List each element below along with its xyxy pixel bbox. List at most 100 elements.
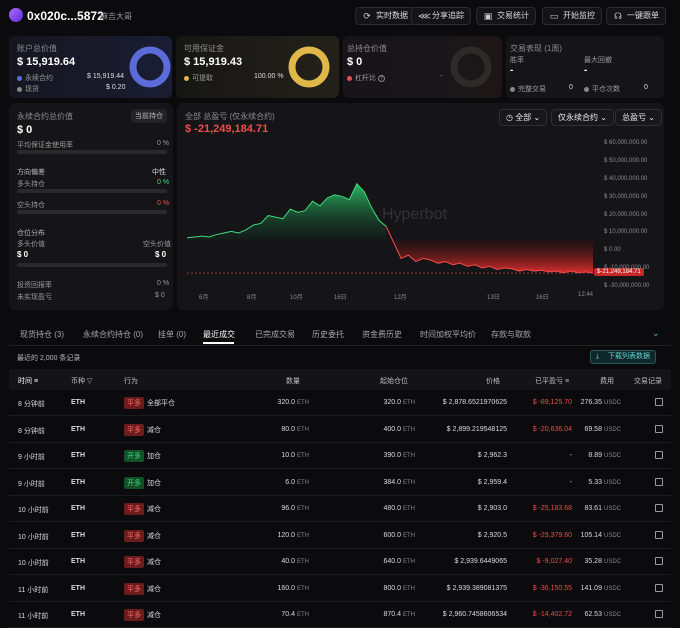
cell-coin[interactable]: ETH (71, 425, 85, 433)
cell-coin[interactable]: ETH (71, 611, 85, 618)
short-val-label: 空头价值 (143, 241, 171, 248)
positive-pnl-line (186, 182, 387, 239)
avatar (9, 8, 23, 22)
cell-start: 390.0 ETH (383, 452, 415, 459)
account-value: $ 15,919.64 (17, 56, 76, 68)
range-dropdown[interactable]: ◷ 全部 ⌄ (499, 109, 548, 126)
tab-spot[interactable]: 现货持仓 (3) (20, 330, 64, 339)
pnl-chart-panel: 全部 总盈亏 (仅永续合约) $ -21,249,184.71 (177, 103, 664, 310)
cell-pnl: $ -29,379.60 (532, 531, 572, 539)
table-row[interactable]: 9 小时前 ETH 开多 加仓 10.0 ETH 390.0 ETH $ 2,962.3 - 8.8… (9, 443, 671, 469)
table-row[interactable]: 10 小时前 ETH 平多 减仓 96.0 ETH 480.0 ETH $ 2,903.0 $ -… (9, 496, 671, 522)
position-card: 总持仓价值 $ 0 杠杆比 ? - (343, 36, 502, 98)
x-tick-label: 16日 (536, 295, 549, 301)
external-link-icon[interactable] (655, 504, 663, 512)
col-pnl[interactable]: 已平盈亏 ≡ (535, 378, 570, 385)
tab-history[interactable]: 历史委托 (312, 330, 344, 339)
table-row[interactable]: 9 小时前 ETH 开多 加仓 6.0 ETH 384.0 ETH $ 2,959.4 - 5.33… (9, 470, 671, 496)
cell-price: $ 2,903.0 (477, 505, 507, 512)
cell-pnl: $ -9,027.40 (536, 558, 572, 565)
card-title: 总持仓价值 (347, 44, 387, 53)
external-link-icon[interactable] (655, 530, 663, 539)
realtime-data-button[interactable]: ⟳ 实时数据 (355, 7, 415, 25)
x-tick-label: 16日 (334, 295, 347, 301)
dist-label: 仓位分布 (17, 230, 45, 237)
filter-icon[interactable]: ≡ (564, 378, 570, 385)
external-link-icon[interactable] (655, 557, 663, 565)
cell-coin[interactable]: ETH (71, 399, 85, 406)
cell-action: 平多 减仓 (124, 582, 161, 595)
cell-coin[interactable]: ETH (71, 478, 85, 486)
col-coin[interactable]: 币种 ▽ (71, 378, 93, 385)
side-tag: 开多 (124, 476, 144, 489)
closed-value: 0 (569, 84, 573, 91)
info-icon[interactable]: ? (377, 75, 385, 82)
table-row[interactable]: 11 小时前 ETH 平多 减仓 70.4 ETH 870.4 ETH $ 2,960.7458… (9, 602, 671, 628)
y-tick-label: $ 50,000,000.00 (604, 157, 648, 164)
long-bar (17, 189, 167, 193)
account-donut-chart (129, 46, 171, 88)
account-value-card: 账户总价值 $ 15,919.64 永续合约 $ 15,919.44 现货 $ … (9, 36, 172, 98)
col-qty: 数量 (286, 378, 300, 385)
tab-deposits[interactable]: 存款与取款 (491, 330, 531, 339)
margin-value: $ 15,919.43 (184, 56, 243, 68)
tab-funding[interactable]: 资金费历史 (362, 330, 402, 339)
chevron-down-icon[interactable]: ⌄ (652, 328, 660, 338)
cell-action: 开多 加仓 (124, 450, 161, 462)
wallet-address[interactable]: 0x020c...5872 (27, 9, 104, 23)
trade-stats-button[interactable]: ▣ 交易统计 (476, 7, 536, 25)
external-link-icon[interactable] (655, 451, 663, 459)
copy-trade-button[interactable]: ☊ 一键跟单 (606, 7, 666, 25)
current-position-badge[interactable]: 当前持仓 (131, 109, 167, 123)
cell-coin[interactable]: ETH (71, 584, 85, 592)
chart-pnl-value: $ -21,249,184.71 (185, 123, 269, 135)
flat-value: 0 (644, 84, 648, 91)
flat-legend: 平仓次数 (584, 84, 620, 94)
cell-pnl: $ -89,125.70 (532, 399, 572, 406)
external-link-icon[interactable] (655, 424, 663, 433)
header: 0x020c...5872 麻吉大哥 ⟳ 实时数据 ⋘ 分享追踪 ▣ 交易统计 ▭ 开始… (0, 0, 680, 32)
filter-icon[interactable]: ≡ (33, 378, 39, 385)
cell-coin[interactable]: ETH (71, 531, 85, 539)
pnl-area-chart: Hyperbot (186, 143, 594, 288)
perp-only-dropdown[interactable]: 仅永续合约 ⌄ (551, 109, 614, 126)
filter-icon[interactable]: ▽ (86, 378, 93, 385)
start-monitor-button[interactable]: ▭ 开始监控 (542, 7, 602, 25)
tab-perp[interactable]: 永续合约持仓 (0) (83, 330, 143, 339)
copy-trade-icon: ☊ (614, 11, 622, 21)
external-link-icon[interactable] (655, 610, 663, 618)
cell-coin[interactable]: ETH (71, 558, 85, 565)
tab-recent-fills[interactable]: 最近成交 (203, 330, 235, 339)
download-button[interactable]: ⤓ 下载列表数据 (590, 350, 656, 364)
col-action: 行为 (124, 378, 138, 385)
tab-twap[interactable]: 时间加权平均价 (420, 330, 476, 339)
negative-pnl-area (386, 239, 593, 274)
pnl-type-dropdown[interactable]: 总盈亏 ⌄ (615, 109, 662, 126)
long-label: 多头持仓 (17, 181, 45, 188)
table-row[interactable]: 8 分钟前 ETH 平多 全部平仓 320.0 ETH 320.0 ETH $ 2,878.65… (9, 390, 671, 416)
perp-panel: 永续合约总价值 当前持仓 $ 0 平均保证金使用率 0 % 方向偏差 中性 多头… (9, 103, 173, 310)
col-time[interactable]: 时间 ≡ (18, 378, 39, 385)
refresh-icon: ⟳ (363, 11, 371, 21)
external-link-icon[interactable] (655, 583, 663, 592)
short-value: 0 % (157, 200, 170, 207)
short-label: 空头持仓 (17, 202, 45, 209)
perp-legend: 永续合约 (17, 73, 53, 83)
external-link-icon[interactable] (655, 398, 663, 406)
share-track-button[interactable]: ⋘ 分享追踪 (411, 7, 471, 25)
table-row[interactable]: 10 小时前 ETH 平多 减仓 40.0 ETH 640.0 ETH $ 2,939.6449… (9, 549, 671, 575)
col-record: 交易记录 (634, 378, 662, 385)
tab-orders[interactable]: 挂单 (0) (158, 330, 186, 339)
cell-time: 10 小时前 (18, 533, 49, 541)
y-tick-label: $ -10,000,000.00 (604, 265, 650, 272)
cell-price: $ 2,962.3 (477, 452, 507, 459)
table-row[interactable]: 11 小时前 ETH 平多 减仓 160.0 ETH 800.0 ETH $ 2,939.389… (9, 576, 671, 602)
cell-coin[interactable]: ETH (71, 452, 85, 459)
table-row[interactable]: 10 小时前 ETH 平多 减仓 120.0 ETH 600.0 ETH $ 2,920.5 $ … (9, 523, 671, 549)
cell-coin[interactable]: ETH (71, 505, 85, 512)
x-tick-label: 12月 (394, 295, 407, 301)
cell-qty: 40.0 ETH (281, 558, 309, 565)
external-link-icon[interactable] (655, 477, 663, 486)
table-row[interactable]: 8 分钟前 ETH 平多 减仓 80.0 ETH 400.0 ETH $ 2,899.21954… (9, 417, 671, 443)
tab-completed[interactable]: 已完成交易 (255, 330, 295, 339)
